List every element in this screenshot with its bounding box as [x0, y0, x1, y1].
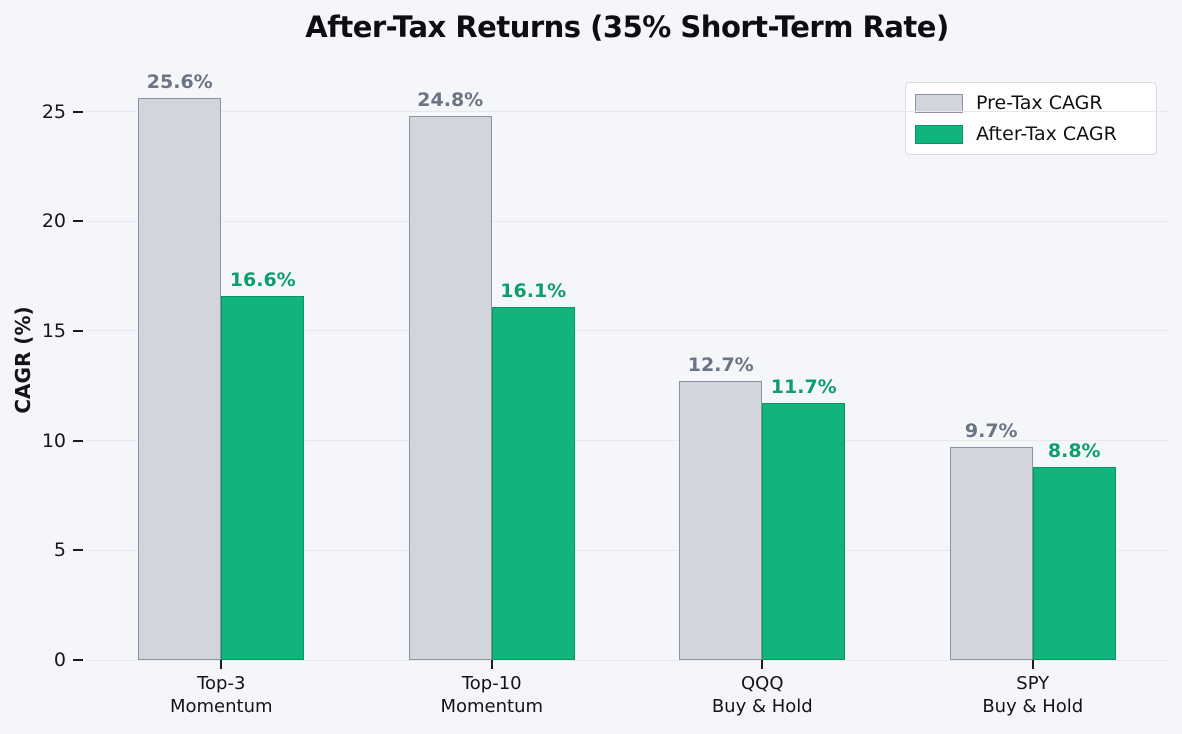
- x-tick-top-3-momentum: [220, 660, 223, 669]
- y-tick-0: [73, 659, 83, 661]
- gridline-25: [86, 111, 1168, 113]
- gridline-5: [86, 549, 1168, 551]
- y-tick-15: [73, 329, 83, 332]
- y-tick-10: [73, 439, 83, 442]
- bar-pre-tax-cagr-spy-buy-hold: [949, 447, 1033, 660]
- y-tick-25: [73, 110, 83, 113]
- y-tick-label-25: 25: [41, 100, 66, 123]
- legend-label-aftertax: After-Tax CAGR: [976, 123, 1117, 145]
- value-label-pre-tax-cagr-top-10-momentum: 24.8%: [417, 89, 484, 112]
- bar-pre-tax-cagr-top-3-momentum: [138, 98, 222, 660]
- y-tick-5: [73, 549, 83, 552]
- chart-title: After-Tax Returns (35% Short-Term Rate): [305, 10, 949, 44]
- category-label-top-3-momentum: Top-3 Momentum: [169, 673, 273, 717]
- y-tick-label-20: 20: [41, 210, 66, 233]
- pretax-swatch-icon: [915, 93, 963, 113]
- bar-after-tax-cagr-top-3-momentum: [221, 295, 305, 660]
- y-tick-label-15: 15: [41, 319, 66, 342]
- gridline-0: [86, 659, 1168, 661]
- value-label-after-tax-cagr-qqq-buy-hold: 11.7%: [770, 376, 837, 399]
- bar-pre-tax-cagr-qqq-buy-hold: [679, 381, 763, 660]
- legend-item-pretax: Pre-Tax CAGR: [915, 92, 1144, 114]
- legend-item-aftertax: After-Tax CAGR: [915, 123, 1144, 145]
- value-label-pre-tax-cagr-qqq-buy-hold: 12.7%: [687, 354, 754, 377]
- bar-after-tax-cagr-top-10-momentum: [491, 306, 575, 660]
- bar-after-tax-cagr-spy-buy-hold: [1032, 466, 1116, 660]
- aftertax-swatch-icon: [915, 124, 963, 144]
- y-tick-label-5: 5: [53, 539, 66, 562]
- x-tick-spy-buy-hold: [1031, 660, 1034, 669]
- y-tick-label-0: 0: [53, 649, 66, 671]
- y-tick-20: [73, 220, 83, 223]
- value-label-after-tax-cagr-top-10-momentum: 16.1%: [500, 279, 567, 302]
- x-tick-top-10-momentum: [490, 660, 493, 669]
- category-label-qqq-buy-hold: QQQ Buy & Hold: [711, 673, 813, 717]
- gridline-15: [86, 330, 1168, 332]
- value-label-pre-tax-cagr-top-3-momentum: 25.6%: [146, 71, 213, 94]
- gridline-10: [86, 440, 1168, 442]
- gridline-20: [86, 220, 1168, 222]
- x-tick-qqq-buy-hold: [761, 660, 764, 669]
- value-label-pre-tax-cagr-spy-buy-hold: 9.7%: [964, 420, 1018, 443]
- legend: Pre-Tax CAGR After-Tax CAGR: [905, 82, 1157, 155]
- legend-label-pretax: Pre-Tax CAGR: [976, 92, 1103, 114]
- bar-pre-tax-cagr-top-10-momentum: [408, 116, 492, 660]
- bar-after-tax-cagr-qqq-buy-hold: [762, 403, 846, 660]
- y-tick-label-10: 10: [41, 429, 66, 452]
- value-label-after-tax-cagr-spy-buy-hold: 8.8%: [1047, 439, 1101, 462]
- value-label-after-tax-cagr-top-3-momentum: 16.6%: [229, 268, 296, 291]
- category-label-spy-buy-hold: SPY Buy & Hold: [982, 673, 1084, 717]
- category-label-top-10-momentum: Top-10 Momentum: [440, 673, 544, 717]
